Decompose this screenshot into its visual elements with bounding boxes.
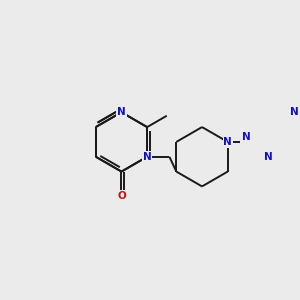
Text: N: N xyxy=(224,137,232,147)
Text: N: N xyxy=(264,152,273,162)
Text: N: N xyxy=(290,107,298,117)
Text: N: N xyxy=(117,107,126,117)
Text: N: N xyxy=(143,152,152,162)
Text: N: N xyxy=(242,132,250,142)
Text: O: O xyxy=(117,191,126,201)
